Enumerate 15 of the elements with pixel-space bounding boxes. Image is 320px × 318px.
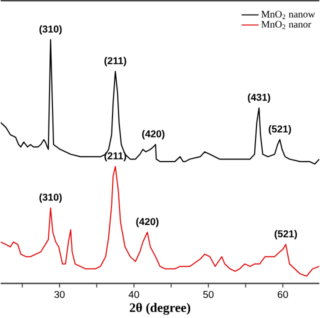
annotation: (420) bbox=[136, 218, 158, 228]
annotation: (310) bbox=[39, 193, 62, 203]
annotation: (420) bbox=[142, 130, 164, 140]
x-tick-label: 60 bbox=[278, 290, 288, 298]
x-tick-label: 30 bbox=[54, 290, 65, 298]
x-tick-label: 40 bbox=[128, 290, 140, 298]
annotation: (521) bbox=[268, 125, 291, 134]
annotation: (431) bbox=[248, 93, 270, 103]
annotation: (521) bbox=[274, 230, 297, 240]
x-axis-title: 2θ (degree) bbox=[130, 302, 190, 315]
legend-label: MnO$_{2}$ nanow bbox=[261, 10, 316, 19]
annotation: (310) bbox=[39, 25, 62, 34]
annotation: (211) bbox=[104, 56, 126, 66]
legend-label: MnO$_{2}$ nanor bbox=[261, 20, 312, 29]
x-tick-label: 50 bbox=[203, 290, 214, 298]
